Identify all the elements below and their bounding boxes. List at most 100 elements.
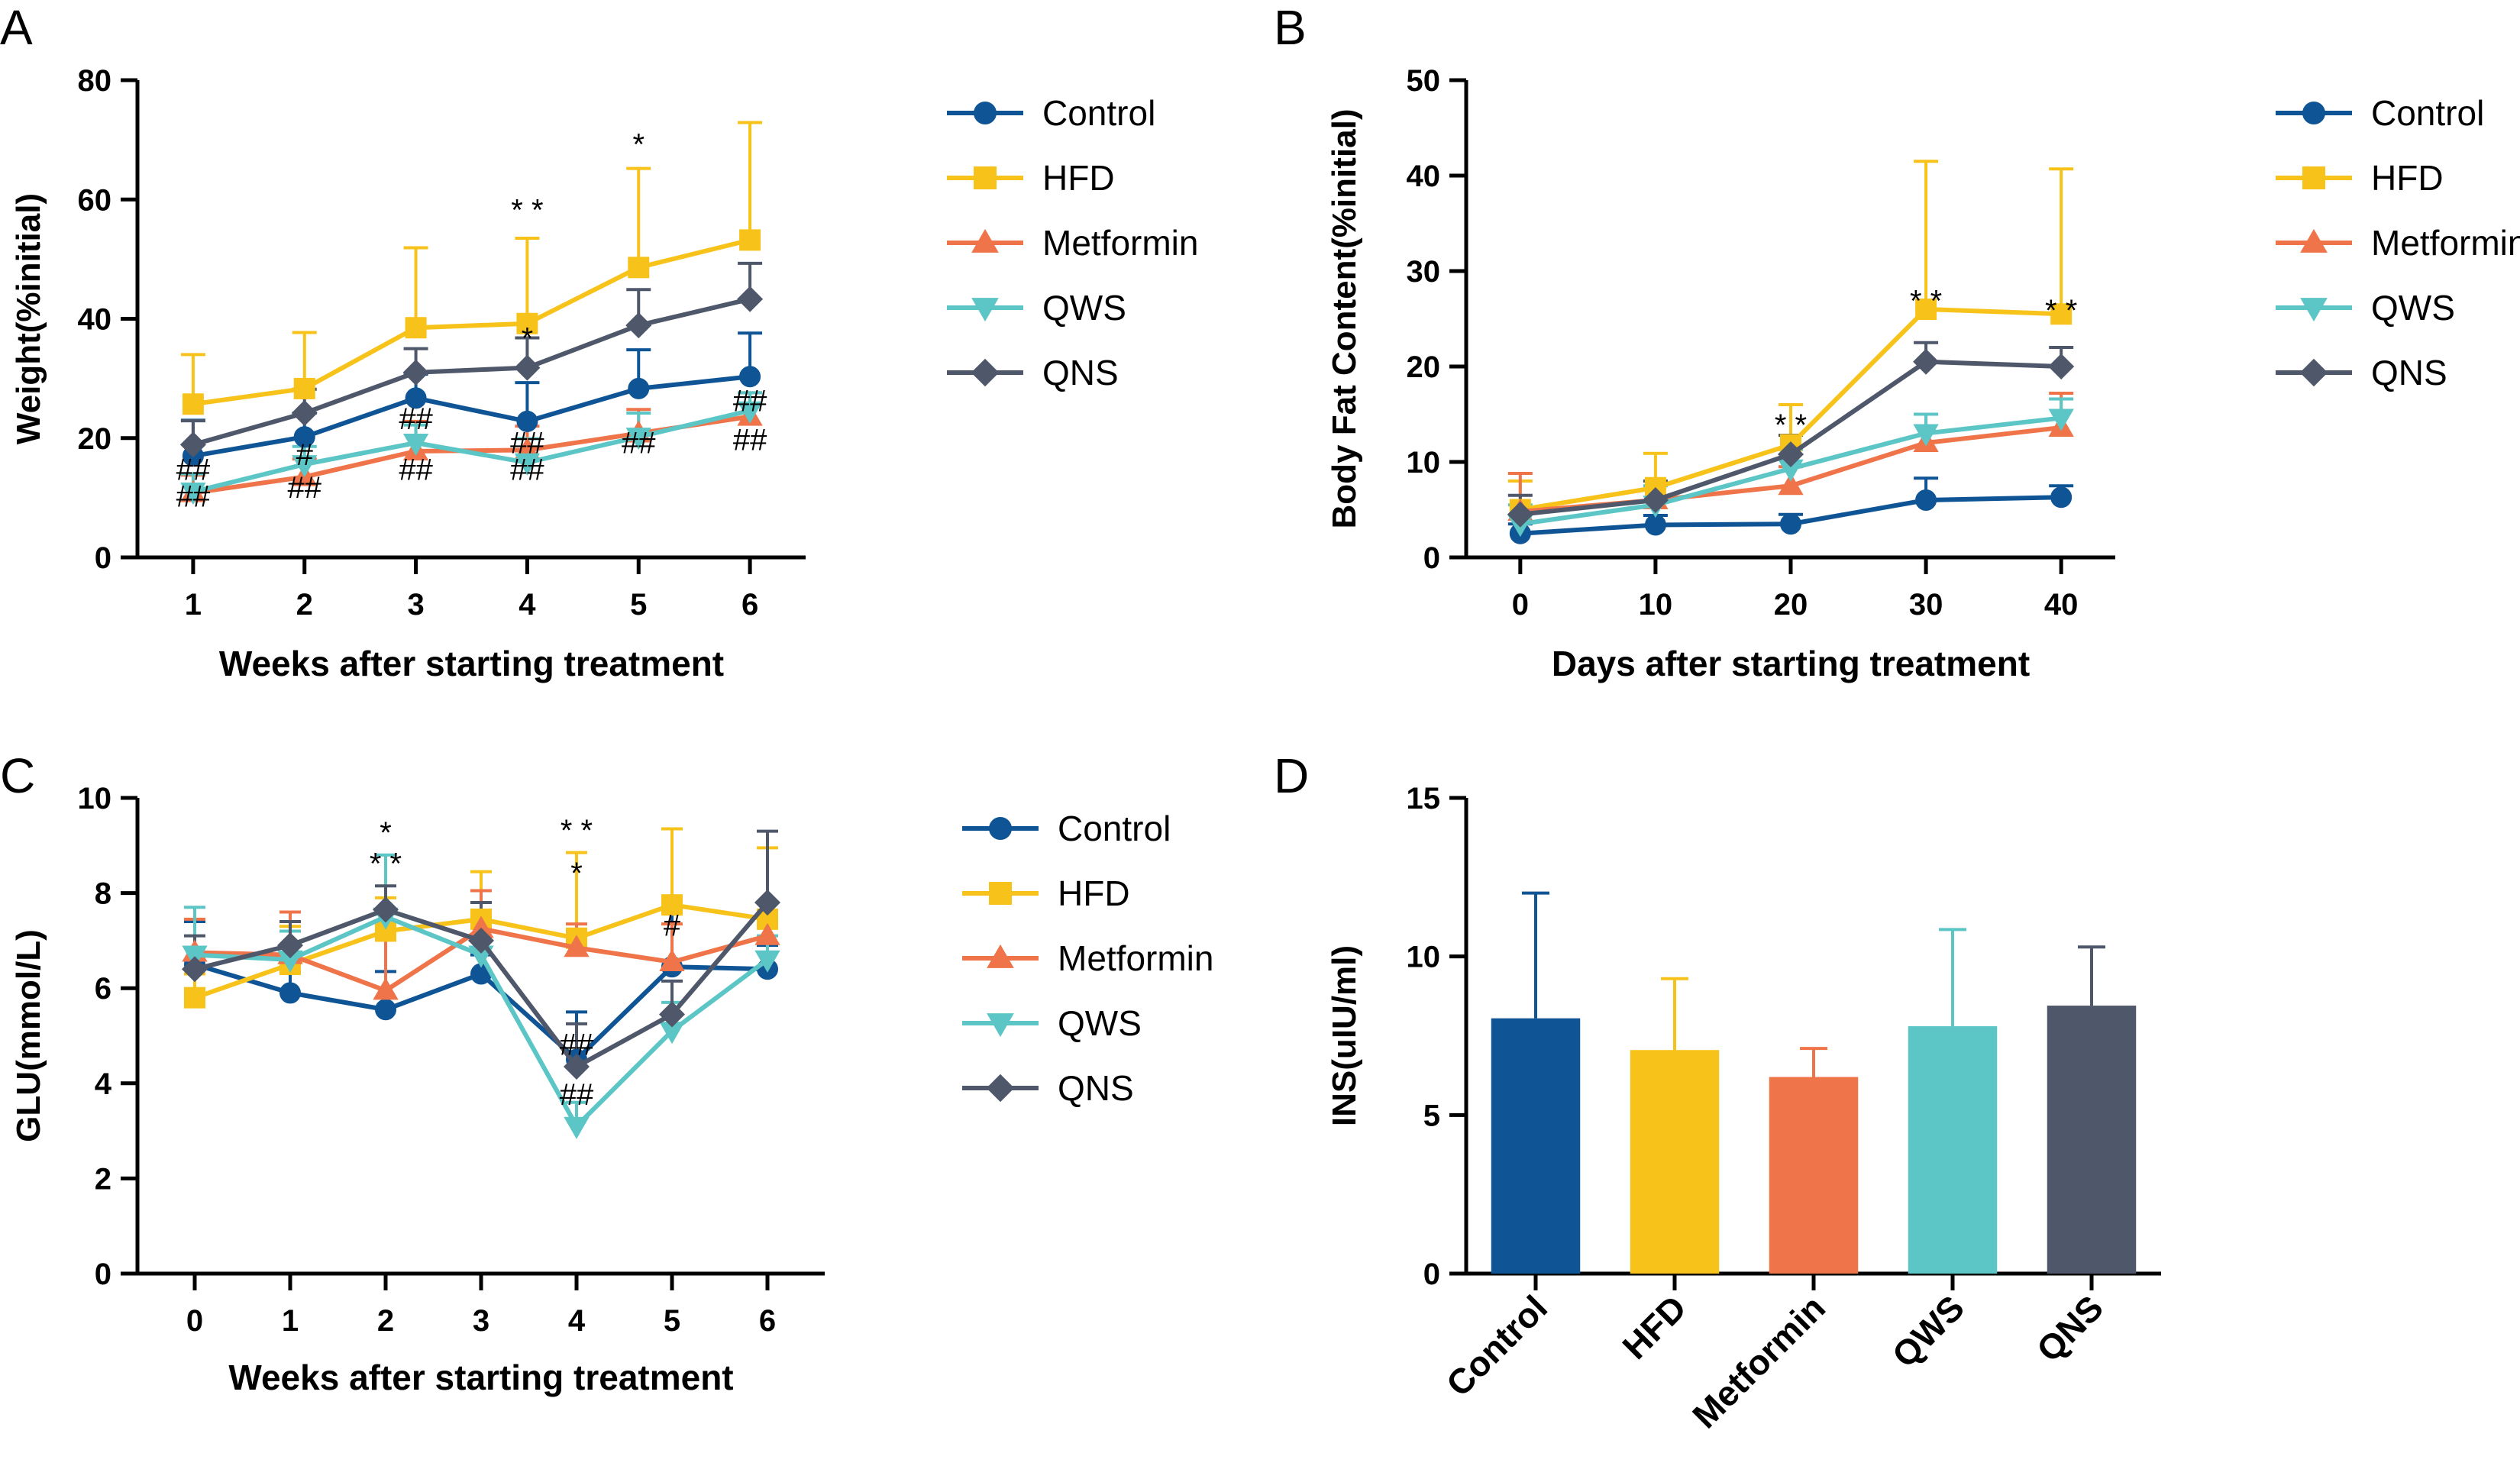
panel-b: 0 10 20 30 40 50 Body Fat Content(%initial) B 0 1… [1274,0,2520,683]
legend-marker [987,944,1014,968]
data-point [1915,489,1937,511]
data-point [276,932,304,959]
data-point [514,354,541,381]
data-point [2048,353,2075,380]
y-tick-label: 80 [78,64,112,98]
y-tick-label: 0 [95,541,111,575]
panel-letter: D [1274,748,1309,803]
x-tick-label: 6 [759,1304,776,1338]
x-tick-label: 20 [1774,588,1808,622]
series-line [192,296,751,447]
data-point [293,377,315,399]
data-point [739,229,761,251]
legend: Control HFD Metformin QWS QNS [2276,93,2520,392]
data-point [182,393,204,415]
significance-annotation: * * [1775,408,1807,442]
x-tick-label-metformin: Metformin [1685,1287,1833,1435]
data-point [402,433,429,456]
x-tick-label: 2 [377,1304,394,1338]
significance-annotation: ## [176,453,211,486]
x-tick-label: 6 [741,588,758,622]
x-tick-label: 5 [664,1304,680,1338]
significance-annotation: * [380,816,392,850]
y-tick-label: 4 [95,1067,112,1101]
bar-hfd [1630,1050,1720,1274]
y-tick-label: 2 [95,1162,111,1196]
x-tick-label: 3 [407,588,424,622]
significance-annotation: ## [510,453,544,486]
legend-marker [974,102,997,124]
significance-annotation: ## [733,385,767,418]
x-tick-label: 0 [186,1304,203,1338]
data-point [739,366,761,388]
data-point [372,896,399,923]
series-qws [1507,408,2074,538]
y-tick-label: 8 [95,877,111,911]
legend-label-qns: QNS [1058,1068,1134,1108]
legend-marker [974,166,997,189]
legend-label-control: Control [2371,93,2484,133]
x-tick-label-qws: QWS [1885,1287,1972,1374]
series-qns [1507,348,2075,528]
data-point [628,377,650,399]
data-point [180,483,206,505]
legend-label-qws: QWS [1058,1003,1142,1043]
significance-annotation: # [664,909,681,943]
series-qns [179,286,764,458]
x-axis-title: Weeks after starting treatment [228,1358,733,1397]
legend-marker [989,817,1012,840]
data-point [405,387,427,409]
data-point [184,986,205,1009]
data-point [625,312,652,339]
data-point [2050,303,2073,325]
legend-label-metformin: Metformin [2371,223,2520,263]
significance-annotation: * * [511,194,543,228]
data-point [659,948,685,971]
significance-annotation: * * [2045,294,2077,328]
x-tick-label-hfd: HFD [1614,1287,1694,1367]
data-point [1644,514,1666,536]
y-tick-label: 0 [1423,541,1440,575]
significance-annotation: ## [288,471,322,505]
legend-label-hfd: HFD [1042,158,1115,198]
x-tick-label: 10 [1639,588,1673,622]
legend-marker [2300,298,2328,322]
significance-annotation: * [522,322,534,356]
x-tick-label: 4 [519,588,536,622]
data-point [737,401,763,424]
significance-annotation: ## [510,426,544,460]
series-line [192,237,751,407]
data-point [1507,501,1533,528]
x-tick-label-qns: QNS [2029,1287,2111,1369]
series-line [192,408,751,494]
series-hfd [182,229,761,415]
y-tick-label: 0 [1423,1258,1440,1291]
panel-letter: B [1274,0,1307,55]
x-tick-label: 3 [473,1304,489,1338]
legend-label-qws: QWS [2371,288,2455,328]
data-point [375,999,396,1021]
panel-a: 0 20 40 60 80 Weight(%initial) A 1 2 3 4 5 6 Weeks af… [0,0,1198,683]
x-axis-title: Weeks after starting treatment [219,644,724,683]
series-qws [180,401,763,505]
significance-annotation: ## [560,1028,594,1061]
significance-annotation: ## [622,426,656,460]
panel-letter: C [0,748,35,803]
significance-annotation: ## [176,480,211,514]
data-point [661,894,683,916]
data-point [1913,348,1940,375]
legend-label-hfd: HFD [2371,158,2444,198]
y-tick-label: 50 [1407,64,1441,98]
legend-label-qws: QWS [1042,288,1126,328]
y-axis-title: GLU(mmol/L) [10,929,47,1142]
data-point [563,1053,590,1080]
x-tick-label: 40 [2044,588,2079,622]
y-tick-label: 60 [78,183,112,217]
y-tick-label: 10 [78,782,112,815]
y-tick-label: 0 [95,1258,111,1291]
data-point [2050,486,2073,509]
bar-metformin [1769,1077,1859,1274]
data-point [737,286,764,312]
panel-letter: A [0,0,33,55]
